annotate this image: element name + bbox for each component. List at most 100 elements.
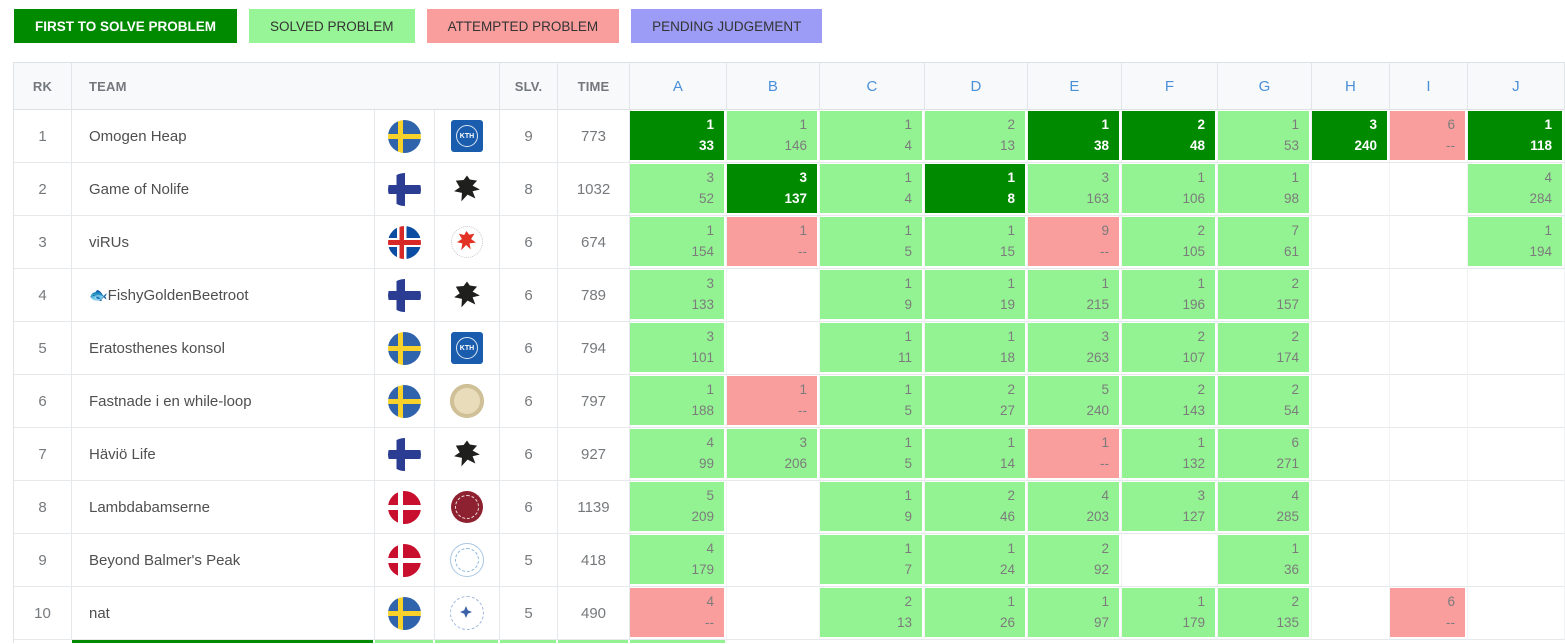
logo-black-bird-icon bbox=[454, 281, 480, 308]
flag-cell bbox=[375, 216, 435, 269]
tries-count: 1 bbox=[1101, 435, 1109, 451]
rank-cell: 1 bbox=[14, 110, 72, 163]
problem-cell-C: 2 13 bbox=[820, 587, 925, 640]
problem-cell-B: 3 206 bbox=[727, 428, 820, 481]
solved-count-cell: 5 bbox=[500, 534, 558, 587]
tries-count: 1 bbox=[1007, 170, 1015, 186]
flag-cell bbox=[375, 481, 435, 534]
logo-kth-icon bbox=[451, 332, 483, 364]
tries-count: 2 bbox=[1007, 488, 1015, 504]
solve-time: 118 bbox=[1530, 137, 1552, 153]
problem-cell-F: 2 48 bbox=[1122, 110, 1218, 163]
result-solved: 1 15 bbox=[925, 217, 1025, 266]
problem-cell-H bbox=[1312, 163, 1390, 216]
solve-time: 206 bbox=[784, 455, 807, 471]
tries-count: 2 bbox=[1291, 382, 1299, 398]
total-time-cell: 1139 bbox=[558, 481, 630, 534]
solve-time: 194 bbox=[1529, 243, 1552, 259]
tries-count: 1 bbox=[1291, 170, 1299, 186]
rank-cell: 9 bbox=[14, 534, 72, 587]
problem-cell-G: 2 174 bbox=[1218, 322, 1312, 375]
logo-cell bbox=[435, 110, 500, 163]
solve-time: 46 bbox=[999, 508, 1015, 524]
result-solved: 1 36 bbox=[1218, 535, 1309, 584]
solve-time: 5 bbox=[904, 455, 912, 471]
solve-time: 5 bbox=[904, 243, 912, 259]
problem-cell-E: 2 92 bbox=[1028, 534, 1122, 587]
problem-cell-B: 1 -- bbox=[727, 375, 820, 428]
team-name: Beyond Balmer's Peak bbox=[89, 551, 241, 569]
header-time: TIME bbox=[558, 62, 630, 110]
header-team: TEAM bbox=[72, 62, 500, 110]
team-row: 3 viRUs 6 674 1 154 1 -- 1 5 1 15 9 -- 2 105 7 61 1 194 bbox=[14, 216, 1565, 269]
solve-time: 11 bbox=[897, 349, 912, 365]
logo-lightblue-seal-icon bbox=[450, 543, 484, 577]
team-name-cell: Beyond Balmer's Peak bbox=[72, 534, 375, 587]
tries-count: 7 bbox=[1291, 223, 1299, 239]
problem-cell-B: 1 -- bbox=[727, 216, 820, 269]
solve-time: 107 bbox=[1182, 349, 1205, 365]
problem-cell-H bbox=[1312, 216, 1390, 269]
solved-count-cell: 6 bbox=[500, 375, 558, 428]
problem-cell-D: 1 15 bbox=[925, 216, 1028, 269]
problem-cell-E: 4 203 bbox=[1028, 481, 1122, 534]
tries-count: 1 bbox=[706, 117, 714, 133]
problem-cell-H bbox=[1312, 375, 1390, 428]
tries-count: 2 bbox=[1007, 117, 1015, 133]
problem-cell-I bbox=[1390, 269, 1468, 322]
problem-cell-B bbox=[727, 481, 820, 534]
tries-count: 1 bbox=[799, 382, 807, 398]
scoreboard-header-row: RK TEAM SLV. TIME A B C D E F G H I J bbox=[14, 62, 1565, 110]
result-solved: 2 54 bbox=[1218, 376, 1309, 425]
solve-time: -- bbox=[705, 614, 714, 630]
logo-cell bbox=[435, 481, 500, 534]
solve-time: -- bbox=[1446, 614, 1455, 630]
logo-black-bird-icon bbox=[454, 440, 480, 467]
solve-time: -- bbox=[798, 402, 807, 418]
team-row: 7 Häviö Life 6 927 4 99 3 206 1 5 1 14 1 -- 1 132 6 271 bbox=[14, 428, 1565, 481]
problem-cell-J bbox=[1468, 428, 1565, 481]
logo-red-seal-icon bbox=[451, 226, 483, 258]
team-row: 8 Lambdabamserne 6 1139 5 209 1 9 2 46 4 203 3 127 4 28… bbox=[14, 481, 1565, 534]
solve-time: 99 bbox=[698, 455, 714, 471]
flag-cell bbox=[375, 587, 435, 640]
result-solved: 4 179 bbox=[630, 535, 724, 584]
solve-time: 97 bbox=[1093, 614, 1109, 630]
tries-count: 1 bbox=[706, 382, 714, 398]
solve-time: 19 bbox=[999, 296, 1015, 312]
result-solved: 2 107 bbox=[1122, 323, 1215, 372]
problem-cell-A: 1 154 bbox=[630, 216, 727, 269]
result-solved bbox=[375, 640, 433, 643]
tries-count: 1 bbox=[1007, 541, 1015, 557]
solve-time: 263 bbox=[1086, 349, 1109, 365]
problem-cell-B: 3 137 bbox=[727, 163, 820, 216]
solve-time: 36 bbox=[1283, 561, 1299, 577]
problem-cell-G: 2 157 bbox=[1218, 269, 1312, 322]
tries-count: 2 bbox=[1291, 276, 1299, 292]
problem-cell-J bbox=[1468, 587, 1565, 640]
team-name: Omogen Heap bbox=[89, 127, 187, 145]
problem-cell-E: 1 97 bbox=[1028, 587, 1122, 640]
result-first: 3 137 bbox=[727, 164, 817, 213]
tries-count: 1 bbox=[1544, 223, 1552, 239]
tries-count: 4 bbox=[706, 435, 714, 451]
total-time-cell: 490 bbox=[558, 587, 630, 640]
tries-count: 3 bbox=[706, 329, 714, 345]
result-solved: 6 271 bbox=[1218, 429, 1309, 478]
tries-count: 1 bbox=[1544, 117, 1552, 133]
header-problem-F: F bbox=[1122, 62, 1218, 110]
logo-cell bbox=[435, 375, 500, 428]
result-solved: 2 13 bbox=[925, 111, 1025, 160]
header-problem-E: E bbox=[1028, 62, 1122, 110]
problem-cell-E: 3 263 bbox=[1028, 322, 1122, 375]
tries-count: 1 bbox=[1007, 435, 1015, 451]
solve-time: 174 bbox=[1276, 349, 1299, 365]
result-solved: 4 284 bbox=[1468, 164, 1562, 213]
tries-count: 1 bbox=[1291, 541, 1299, 557]
tries-count: 4 bbox=[1544, 170, 1552, 186]
result-solved: 1 215 bbox=[1028, 270, 1119, 319]
